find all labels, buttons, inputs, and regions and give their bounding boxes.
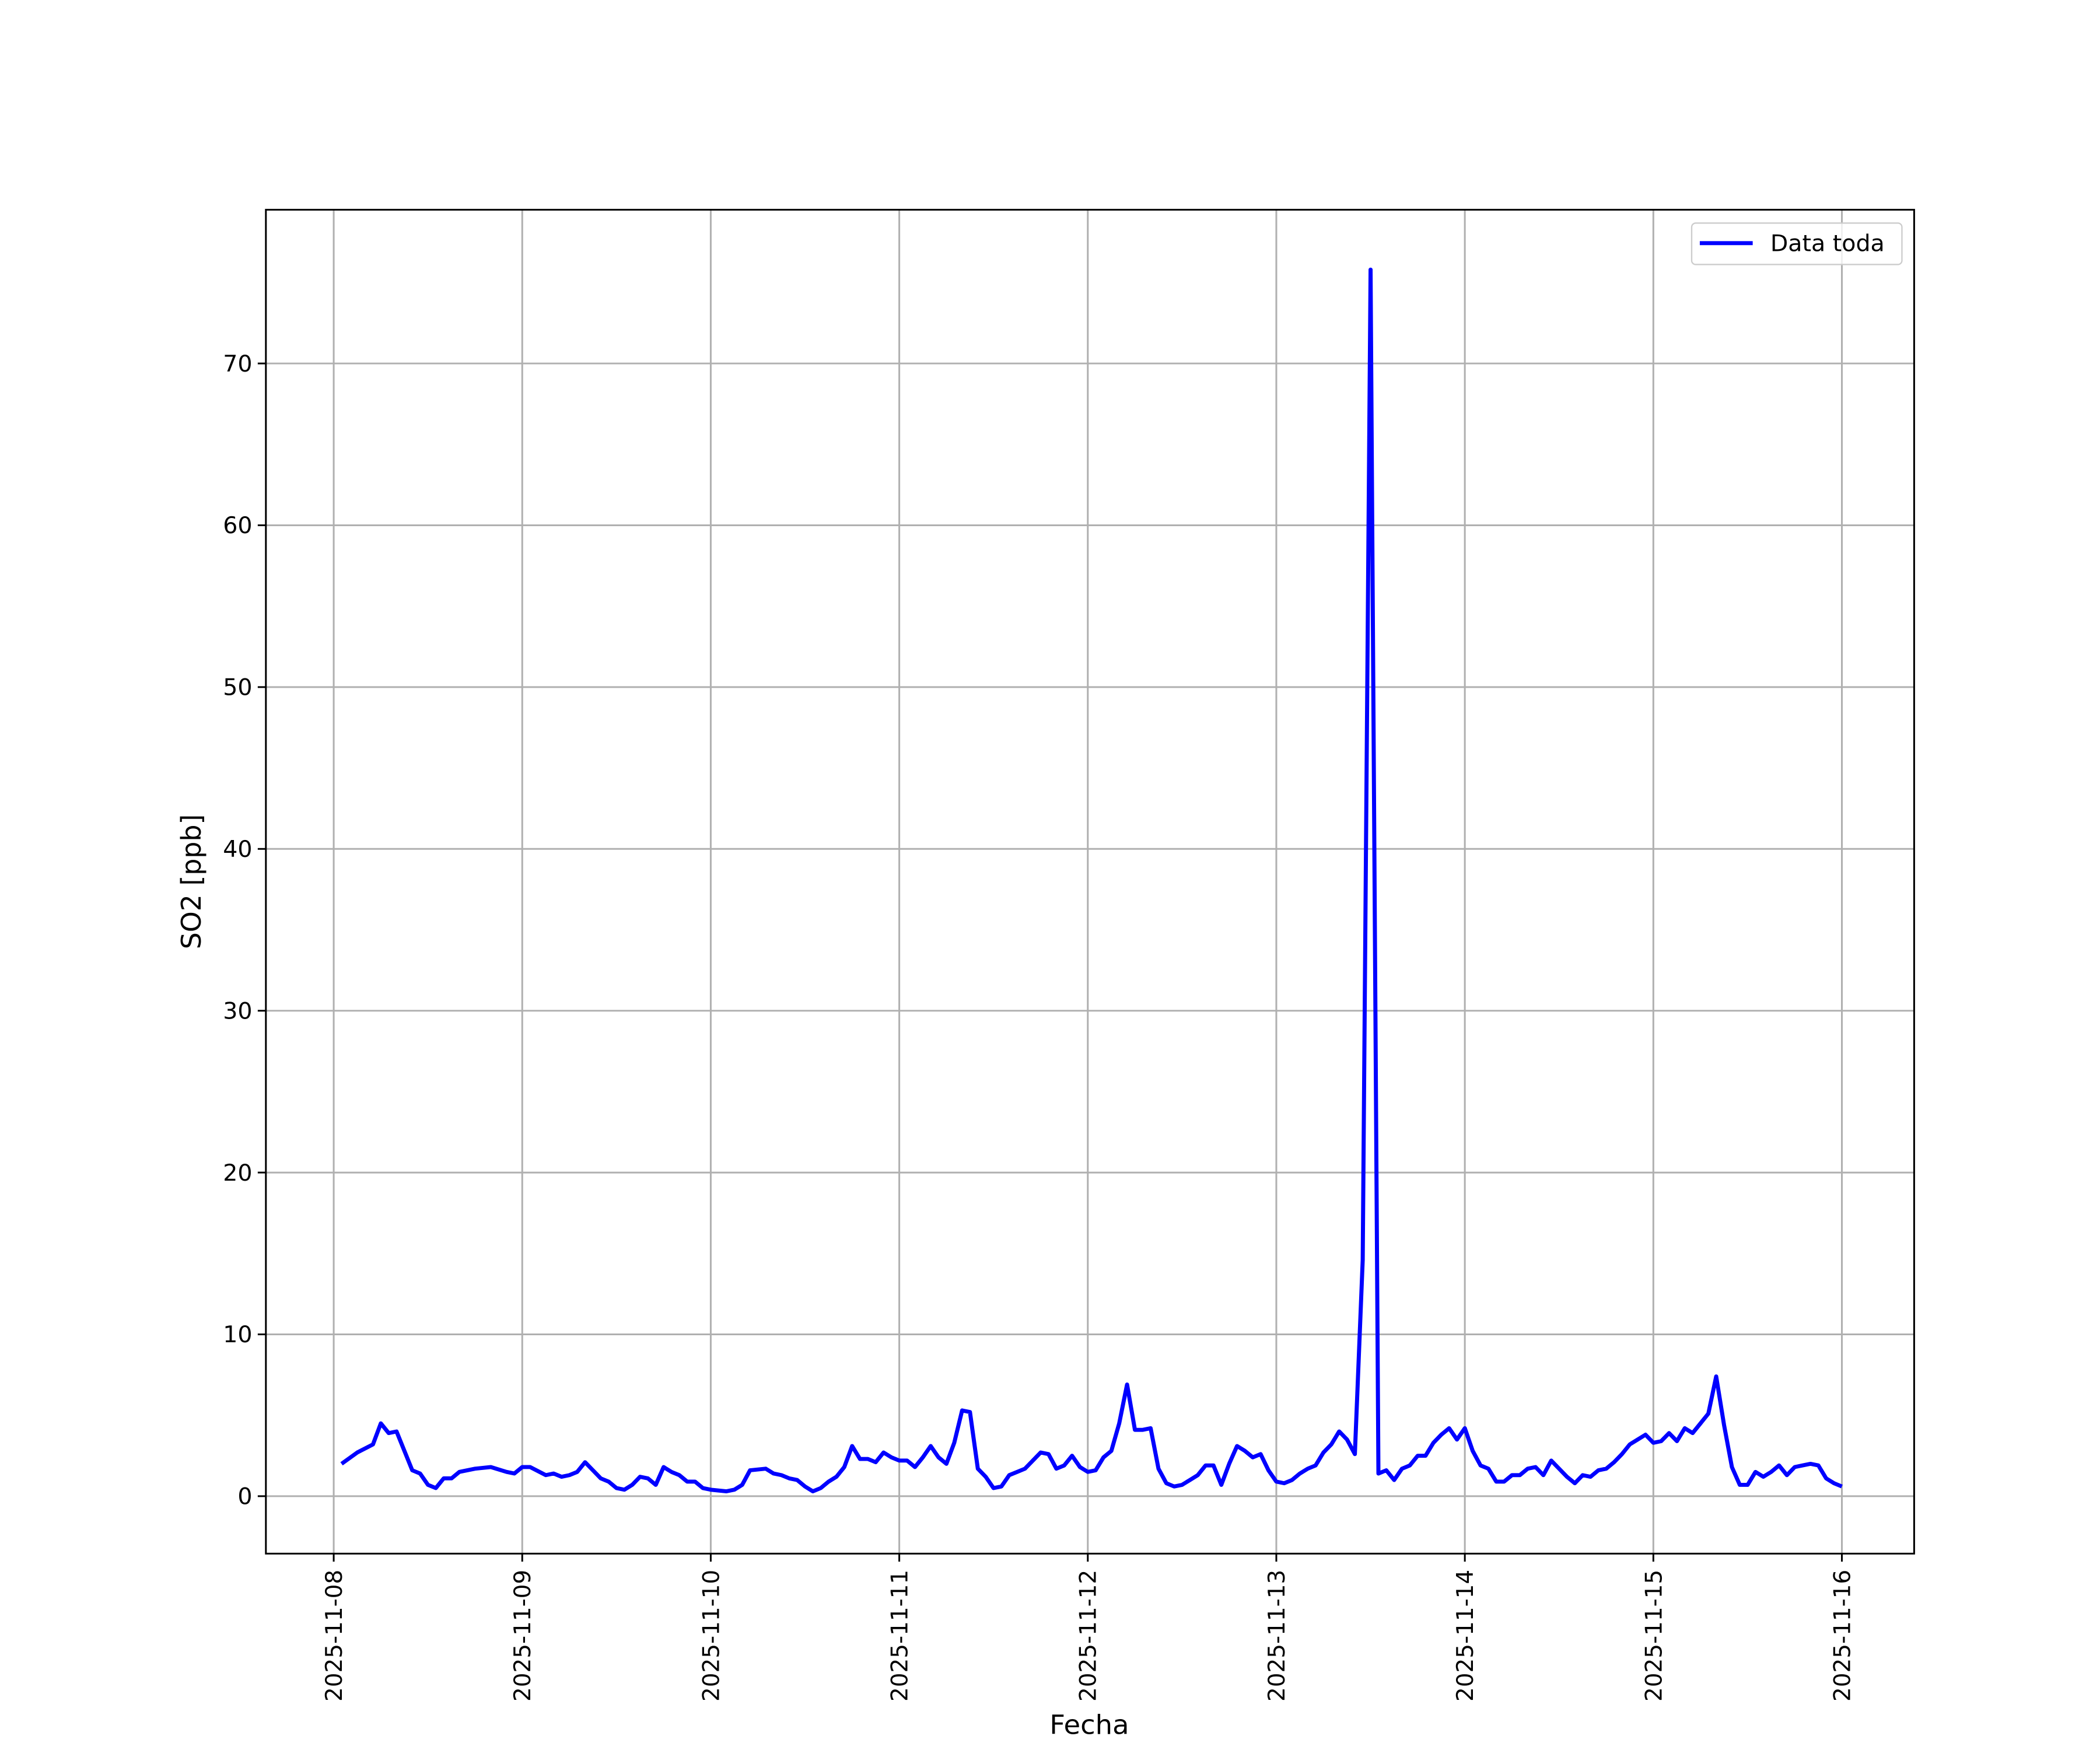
legend: Data toda: [1690, 222, 1903, 265]
x-axis-label: Fecha: [1049, 1709, 1129, 1741]
axes-frame: [265, 209, 1915, 1555]
x-tick-label: 2025-11-14: [1452, 1570, 1479, 1702]
x-tick-label: 2025-11-13: [1264, 1570, 1290, 1702]
x-tick-label: 2025-11-15: [1641, 1570, 1667, 1702]
plot-area: [340, 267, 1843, 1493]
x-tick-label: 2025-11-09: [510, 1570, 536, 1702]
y-tick-label: 0: [237, 1484, 252, 1510]
x-tick-label: 2025-11-16: [1829, 1570, 1856, 1702]
y-tick-label: 40: [223, 836, 252, 863]
y-tick-label: 60: [223, 513, 252, 539]
y-tick-label: 10: [223, 1322, 252, 1348]
y-tick-label: 50: [223, 675, 252, 701]
y-tick-label: 70: [223, 351, 252, 377]
x-tick-label: 2025-11-11: [887, 1570, 913, 1702]
y-tick-label: 30: [223, 999, 252, 1025]
y-tick-label: 20: [223, 1160, 252, 1186]
legend-label: Data toda: [1770, 231, 1885, 257]
y-axis-label: SO2 [ppb]: [176, 814, 207, 950]
data-line: [340, 267, 1843, 1493]
x-tick-label: 2025-11-10: [698, 1570, 724, 1702]
x-tick-label: 2025-11-12: [1075, 1570, 1101, 1702]
legend-box: [1690, 222, 1903, 265]
grid: [265, 209, 1915, 1554]
x-tick-label: 2025-11-08: [321, 1570, 348, 1702]
